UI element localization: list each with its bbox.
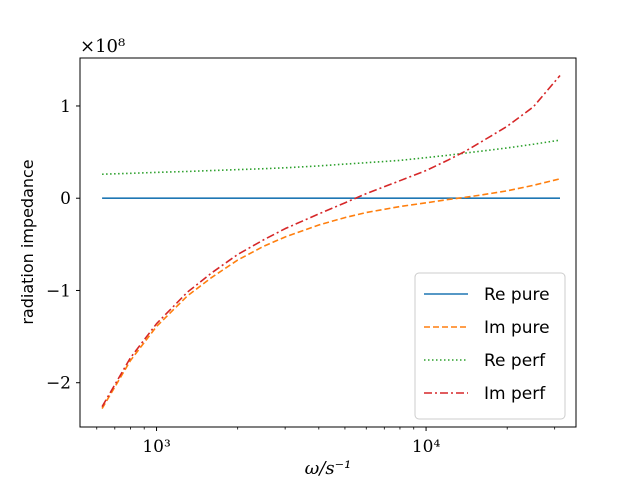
legend-label-3: Im perf <box>484 384 546 404</box>
series-layer <box>101 75 561 409</box>
legend-label-1: Im pure <box>484 318 550 338</box>
y-tick-label-3: 1 <box>60 97 71 117</box>
y-axis-label: radiation impedance <box>18 159 37 324</box>
legend-label-0: Re pure <box>484 285 550 305</box>
plot-frame <box>79 57 577 428</box>
x-axis-label: ω/s⁻¹ <box>305 458 352 479</box>
y-multiplier-label: ×10⁸ <box>80 36 125 57</box>
series-line-3 <box>101 75 561 408</box>
legend-box <box>414 272 566 420</box>
x-tick-label-1: 10⁴ <box>412 437 441 457</box>
ticks-layer: 10³ 10⁴ −2 −1 0 1 <box>46 97 556 457</box>
y-tick-label-2: 0 <box>60 189 71 209</box>
legend-entries: Re pure Im pure Re perf Im perf <box>424 285 550 404</box>
series-line-1 <box>101 178 561 409</box>
x-tick-label-0: 10³ <box>142 437 170 457</box>
legend-label-2: Re perf <box>484 351 546 371</box>
series-line-2 <box>102 139 561 176</box>
y-tick-label-0: −2 <box>46 374 71 394</box>
y-tick-label-1: −1 <box>46 281 71 301</box>
legend: Re pure Im pure Re perf Im perf <box>414 272 566 420</box>
